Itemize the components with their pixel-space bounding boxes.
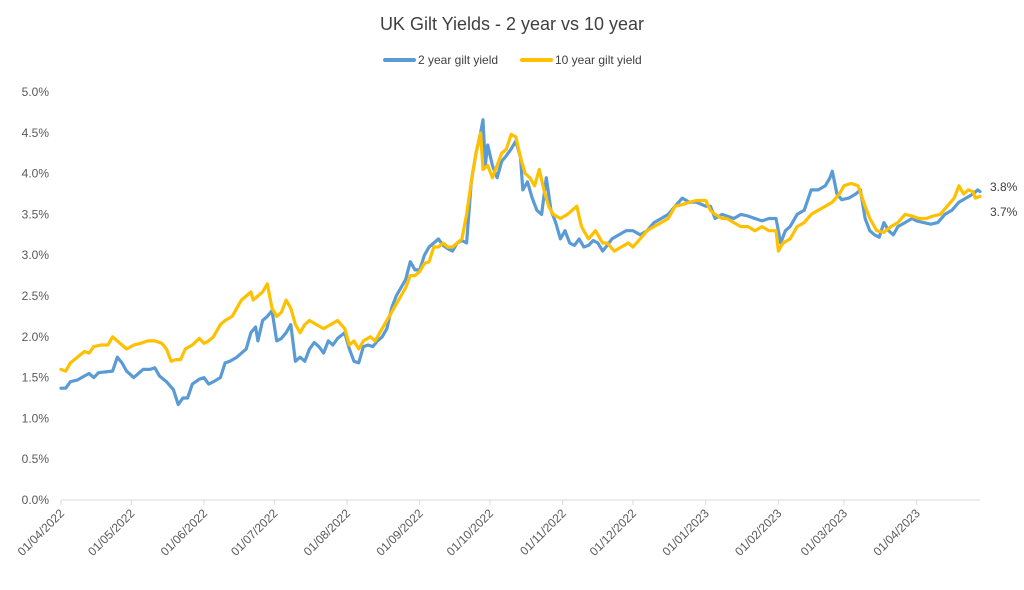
y-tick-label: 3.5% [22, 207, 50, 221]
x-tick-label: 01/03/2023 [798, 506, 851, 559]
y-axis: 0.0% 0.5% 1.0% 1.5% 2.0% 2.5% 3.0% 3.5% 4.0% 4.5%… [22, 85, 50, 507]
x-tick-label: 01/06/2022 [158, 506, 211, 559]
end-label-2-year: 3.7% [990, 205, 1018, 219]
end-label-10-year: 3.8% [990, 180, 1018, 194]
series-line-2-year [59, 118, 982, 407]
x-axis: 01/04/2022 01/05/2022 01/06/2022 01/07/2022… [15, 499, 980, 559]
y-tick-label: 1.0% [22, 411, 50, 425]
legend-label-10-year: 10 year gilt yield [555, 53, 642, 67]
series-layer [59, 118, 982, 407]
x-tick-label: 01/08/2022 [301, 506, 354, 559]
x-tick-label: 01/10/2022 [444, 506, 497, 559]
y-tick-label: 0.0% [22, 493, 50, 507]
x-tick-label: 01/04/2023 [870, 506, 923, 559]
y-tick-label: 3.0% [22, 248, 50, 262]
x-tick-label: 01/01/2023 [659, 506, 712, 559]
y-tick-label: 4.0% [22, 167, 50, 181]
y-tick-label: 1.5% [22, 371, 50, 385]
x-tick-label: 01/02/2023 [732, 506, 785, 559]
x-tick-label: 01/11/2022 [517, 506, 569, 558]
x-tick-label: 01/04/2022 [15, 506, 68, 559]
x-tick-label: 01/05/2022 [85, 506, 138, 559]
y-tick-label: 2.5% [22, 289, 50, 303]
x-tick-label: 01/07/2022 [228, 506, 281, 559]
x-tick-label: 01/09/2022 [373, 506, 426, 559]
legend: 2 year gilt yield 10 year gilt yield [383, 53, 642, 67]
y-tick-label: 4.5% [22, 126, 50, 140]
x-tick-label: 01/12/2022 [587, 506, 640, 559]
series-line-10-year [59, 131, 982, 373]
y-tick-label: 2.0% [22, 330, 50, 344]
y-tick-label: 5.0% [22, 85, 50, 99]
legend-label-2-year: 2 year gilt yield [418, 53, 498, 67]
y-tick-label: 0.5% [22, 452, 50, 466]
chart-title: UK Gilt Yields - 2 year vs 10 year [380, 14, 644, 34]
